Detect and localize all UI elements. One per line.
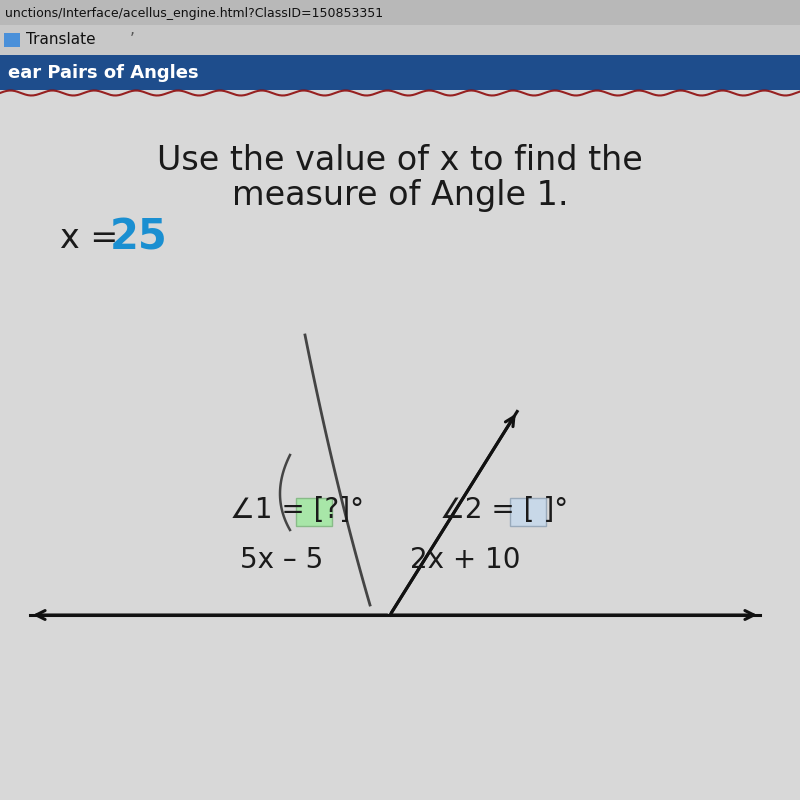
Bar xyxy=(0,0,800,25)
Text: ∠1 = [?]°: ∠1 = [?]° xyxy=(230,496,364,524)
Text: 2x + 10: 2x + 10 xyxy=(410,546,521,574)
Bar xyxy=(0,25,800,55)
Text: ear Pairs of Angles: ear Pairs of Angles xyxy=(8,64,198,82)
Bar xyxy=(0,55,800,90)
Text: ∠2 = [ ]°: ∠2 = [ ]° xyxy=(440,496,568,524)
Text: x =: x = xyxy=(60,222,118,254)
Text: 5x – 5: 5x – 5 xyxy=(240,546,323,574)
Bar xyxy=(4,33,20,47)
Text: 25: 25 xyxy=(110,217,168,259)
Text: unctions/Interface/acellus_engine.html?ClassID=150853351: unctions/Interface/acellus_engine.html?C… xyxy=(5,6,383,19)
Text: Translate: Translate xyxy=(26,33,96,47)
Text: ’: ’ xyxy=(130,33,135,47)
FancyBboxPatch shape xyxy=(296,498,332,526)
FancyBboxPatch shape xyxy=(510,498,546,526)
Text: Use the value of x to find the: Use the value of x to find the xyxy=(157,143,643,177)
Text: measure of Angle 1.: measure of Angle 1. xyxy=(232,178,568,211)
